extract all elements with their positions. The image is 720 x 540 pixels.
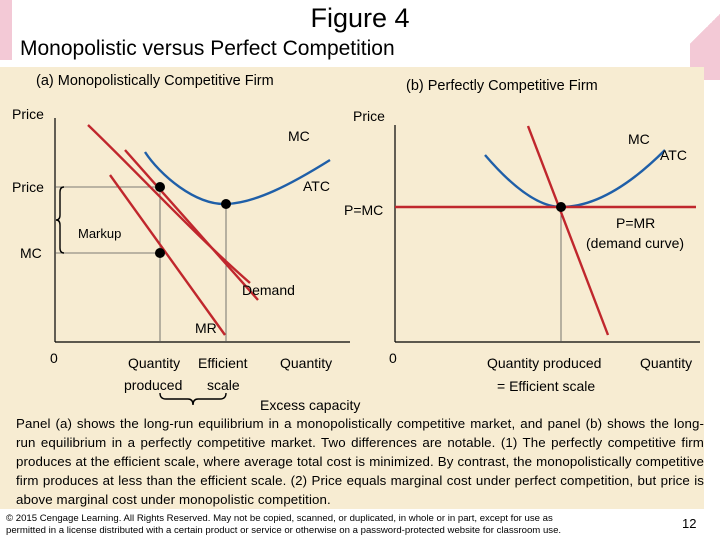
panel-b-heading: (b) Perfectly Competitive Firm [406, 78, 598, 94]
panel-a-mc-level-label: MC [20, 245, 42, 261]
panel-a-atc-curve-label: ATC [303, 178, 330, 194]
corner-decoration-right [690, 0, 720, 80]
copyright-line-2: permitted in a license distributed with … [6, 525, 562, 536]
corner-decoration-left [0, 0, 12, 60]
qty-produced-label-line2: produced [124, 377, 182, 393]
markup-label-background [75, 223, 129, 243]
copyright-notice: © 2015 Cengage Learning. All Rights Rese… [6, 513, 646, 537]
panel-b-mc-curve-label: MC [628, 131, 650, 147]
figure-panel-background [0, 67, 704, 509]
page-number: 12 [682, 516, 697, 531]
panel-a-mc-curve [87, 124, 251, 284]
figure-title: Figure 4 [310, 3, 410, 33]
markup-label: Markup [78, 226, 121, 241]
panel-a-price-label: Price [12, 179, 44, 195]
panel-a-mc-mr-point [155, 248, 165, 258]
panel-b-qty-label-line2: = Efficient scale [497, 378, 595, 394]
panel-a-mr-curve [109, 174, 226, 336]
figure-caption: Panel (a) shows the long-run equilibrium… [16, 416, 704, 507]
excess-capacity-label-background [256, 394, 378, 416]
panel-a-price-point [155, 182, 165, 192]
panel-b-atc-curve [484, 149, 666, 209]
panel-a-mc-curve-label: MC [288, 128, 310, 144]
panel-a-y-axis-label: Price [12, 106, 44, 122]
panel-b-x-axis-label: Quantity [640, 355, 692, 371]
panel-b-qty-label-line1: Quantity produced [487, 355, 601, 371]
panel-a-mr-label: MR [195, 320, 217, 336]
panel-b-origin: 0 [389, 350, 397, 366]
panel-a-x-axis-label: Quantity [280, 355, 332, 371]
panel-b-y-axis-label: Price [353, 108, 385, 124]
panel-b-demand-label-line1: P=MR [616, 215, 655, 231]
qty-produced-label-line1: Quantity [128, 355, 180, 371]
markup-brace [55, 186, 65, 254]
panel-b-price-level-label: P=MC [344, 202, 383, 218]
excess-capacity-brace [159, 392, 227, 406]
panel-b-equilibrium-point [556, 202, 566, 212]
excess-capacity-label: Excess capacity [260, 397, 360, 413]
panel-a-demand-label: Demand [242, 282, 295, 298]
panel-a-demand-curve [124, 149, 259, 301]
panel-a-origin: 0 [50, 350, 58, 366]
panel-b-atc-curve-label: ATC [660, 147, 687, 163]
panel-a-atc-min-point [221, 199, 231, 209]
panel-b-mc-curve [526, 125, 610, 336]
copyright-line-1: © 2015 Cengage Learning. All Rights Rese… [6, 513, 553, 524]
panel-b-demand-label-line2: (demand curve) [586, 235, 684, 251]
economics-diagram: (a) Monopolistically Competitive Firm (b… [12, 73, 700, 416]
figure-subtitle: Monopolistic versus Perfect Competition [20, 37, 395, 60]
efficient-scale-label-line1: Efficient [198, 355, 248, 371]
efficient-scale-label-line2: scale [207, 377, 240, 393]
panel-a-heading: (a) Monopolistically Competitive Firm [36, 73, 274, 89]
